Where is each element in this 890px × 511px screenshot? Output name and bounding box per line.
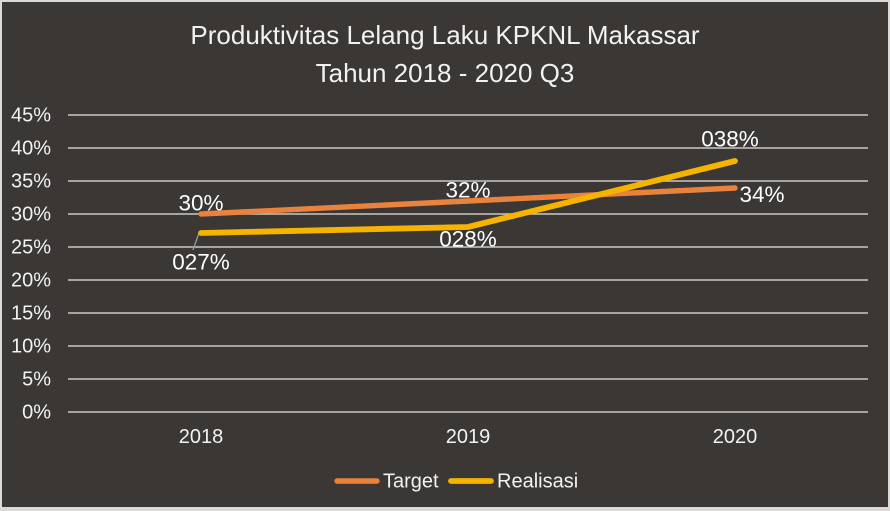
svg-text:027%: 027%	[172, 250, 230, 275]
svg-text:32%: 32%	[445, 178, 490, 203]
svg-text:028%: 028%	[439, 227, 497, 252]
svg-text:35%: 35%	[11, 171, 51, 193]
svg-text:0%: 0%	[22, 402, 51, 424]
svg-text:34%: 34%	[739, 182, 784, 207]
svg-text:2019: 2019	[446, 426, 491, 448]
svg-text:038%: 038%	[701, 127, 759, 152]
svg-text:40%: 40%	[11, 138, 51, 160]
svg-text:45%: 45%	[11, 105, 51, 127]
svg-text:30%: 30%	[11, 204, 51, 226]
svg-text:2018: 2018	[179, 426, 224, 448]
svg-text:15%: 15%	[11, 303, 51, 325]
svg-text:5%: 5%	[22, 369, 51, 391]
svg-text:Target: Target	[383, 471, 439, 493]
svg-text:10%: 10%	[11, 336, 51, 358]
svg-text:Realisasi: Realisasi	[497, 471, 578, 493]
svg-text:20%: 20%	[11, 270, 51, 292]
svg-text:30%: 30%	[178, 191, 223, 216]
svg-text:2020: 2020	[713, 426, 758, 448]
svg-text:25%: 25%	[11, 237, 51, 259]
